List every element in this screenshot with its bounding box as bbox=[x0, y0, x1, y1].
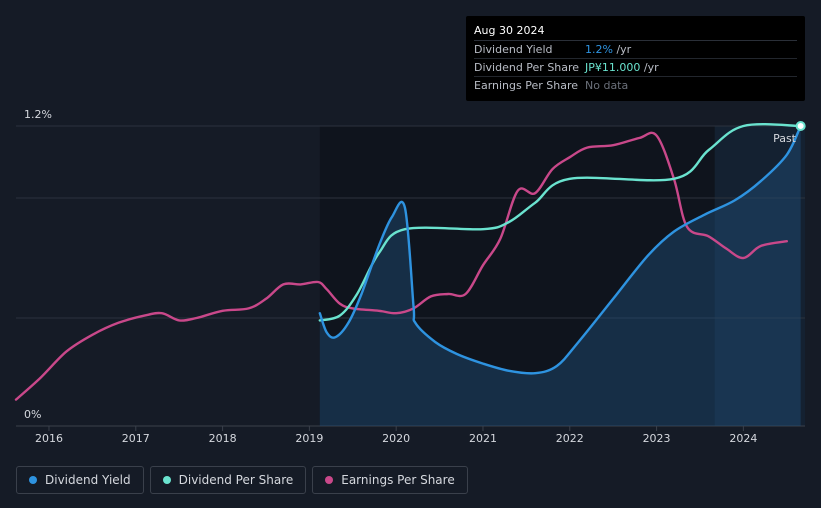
x-tick-label: 2018 bbox=[209, 432, 237, 445]
tooltip-unit: /yr bbox=[640, 61, 659, 74]
past-label: Past bbox=[773, 132, 797, 145]
legend-label: Dividend Yield bbox=[45, 473, 131, 487]
dividend-yield-line bbox=[318, 124, 802, 375]
x-tick-label: 2016 bbox=[35, 432, 63, 445]
x-tick-label: 2021 bbox=[469, 432, 497, 445]
x-tick-label: 2022 bbox=[556, 432, 584, 445]
tooltip-value: No data bbox=[585, 79, 629, 92]
x-tick-label: 2019 bbox=[295, 432, 323, 445]
legend-dot-icon bbox=[162, 476, 171, 484]
tooltip-row-dividend-yield: Dividend Yield 1.2% /yr bbox=[474, 41, 797, 59]
tooltip-value-wrap: JP¥11.000 /yr bbox=[585, 59, 659, 76]
tooltip-unit: /yr bbox=[612, 43, 632, 56]
x-tick-label: 2024 bbox=[729, 432, 757, 445]
tooltip-label: Dividend Per Share bbox=[474, 61, 580, 74]
tooltip-value-wrap: 1.2% /yr bbox=[585, 41, 631, 58]
y-tick-label: 0% bbox=[24, 408, 41, 421]
x-tick-label: 2023 bbox=[643, 432, 671, 445]
legend: Dividend Yield Dividend Per Share Earnin… bbox=[16, 466, 468, 494]
tooltip-label: Earnings Per Share bbox=[474, 79, 579, 92]
x-tick-label: 2017 bbox=[122, 432, 150, 445]
tooltip-value-wrap: No data bbox=[585, 77, 628, 94]
tooltip-panel: Aug 30 2024 Dividend Yield 1.2% /yr Divi… bbox=[466, 16, 805, 101]
legend-label: Earnings Per Share bbox=[341, 473, 455, 487]
legend-dot-icon bbox=[29, 476, 37, 484]
end-marker bbox=[795, 121, 806, 131]
past-region bbox=[714, 126, 805, 426]
tooltip-value: 1.2% bbox=[585, 43, 613, 56]
x-tick-label: 2020 bbox=[382, 432, 410, 445]
dividend-per-share-line bbox=[318, 123, 802, 322]
legend-dot-icon bbox=[325, 476, 334, 484]
tooltip-row-dividend-per-share: Dividend Per Share JP¥11.000 /yr bbox=[474, 59, 797, 77]
dividend-yield-area bbox=[319, 126, 801, 426]
legend-item-dividend-per-share[interactable]: Dividend Per Share bbox=[149, 466, 307, 494]
legend-item-dividend-yield[interactable]: Dividend Yield bbox=[16, 466, 144, 494]
tooltip-label: Dividend Yield bbox=[474, 43, 553, 56]
legend-item-earnings-per-share[interactable]: Earnings Per Share bbox=[312, 466, 468, 494]
y-tick-label: 1.2% bbox=[24, 108, 52, 121]
tooltip-date: Aug 30 2024 bbox=[474, 22, 797, 41]
tooltip-value: JP¥11.000 bbox=[585, 61, 641, 74]
legend-label: Dividend Per Share bbox=[178, 473, 294, 487]
tooltip-row-earnings-per-share: Earnings Per Share No data bbox=[474, 77, 797, 94]
